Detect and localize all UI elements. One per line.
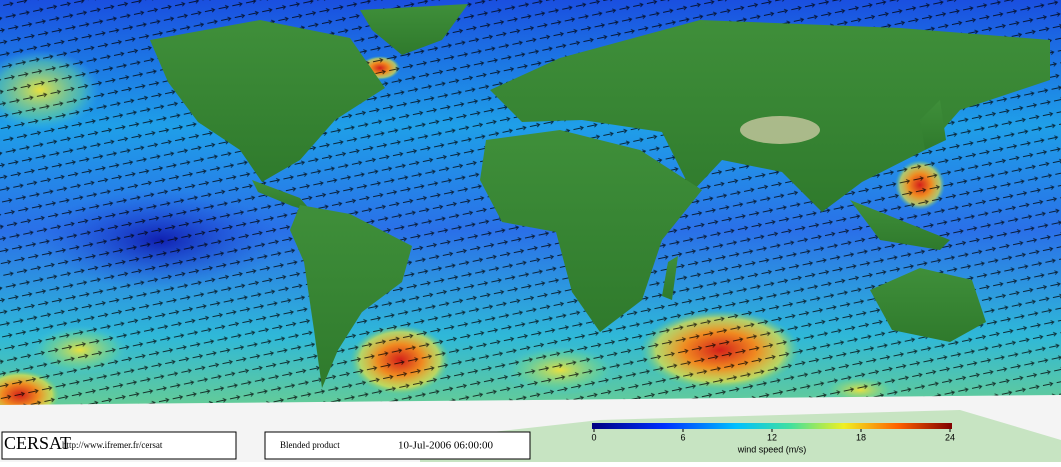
logo-box bbox=[1, 431, 237, 460]
colorbar bbox=[592, 423, 952, 429]
colorbar-tick-label: 6 bbox=[680, 432, 685, 442]
continents bbox=[150, 4, 1050, 388]
info-box bbox=[264, 431, 531, 460]
product: Blended product bbox=[280, 440, 340, 450]
timestamp: 10-Jul-2006 06:00:00 bbox=[398, 440, 494, 452]
logo: CERSAT bbox=[4, 433, 71, 453]
colorbar-tick-label: 24 bbox=[945, 432, 955, 442]
colorbar-tick-label: 12 bbox=[767, 432, 777, 442]
url: http://www.ifremer.fr/cersat bbox=[62, 440, 163, 450]
colorbar-tick-label: 0 bbox=[591, 432, 596, 442]
colorbar-label: wind speed (m/s) bbox=[737, 444, 807, 454]
colorbar-tick-label: 18 bbox=[856, 432, 866, 442]
